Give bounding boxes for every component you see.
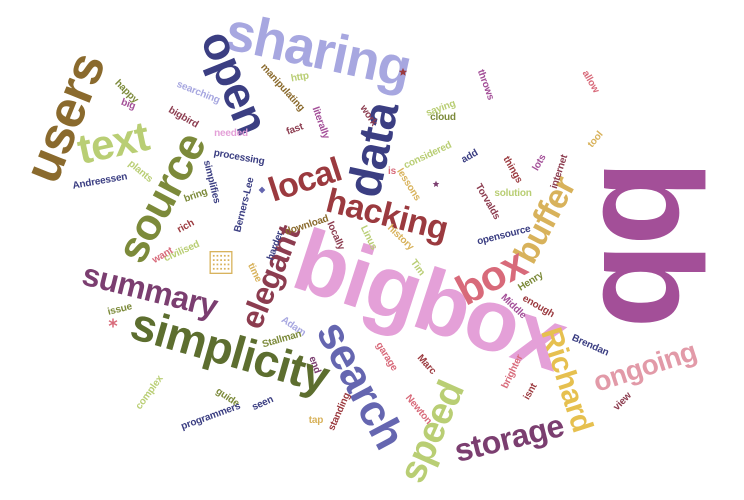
- word-processing: processing: [212, 147, 266, 168]
- word-berners-lee: Berners-Lee: [232, 176, 257, 234]
- word-tap: tap: [308, 415, 324, 426]
- word-fast: fast: [284, 121, 305, 138]
- word-andreessen: Andreessen: [71, 171, 129, 192]
- word-is: is: [388, 166, 396, 177]
- word-cloud: cloud: [430, 112, 456, 123]
- small-star-icon: [432, 175, 440, 193]
- word-things: things: [500, 154, 525, 185]
- word-http: http: [290, 70, 310, 85]
- word-lots: lots: [530, 152, 549, 173]
- diamond-icon: [258, 181, 266, 199]
- asterisk-icon: [107, 316, 119, 334]
- word-view: view: [611, 390, 634, 413]
- word-big: big: [119, 96, 137, 113]
- word-marc: Marc: [414, 352, 439, 377]
- word-bb: bb: [574, 160, 731, 326]
- word-brendan: Brendan: [570, 332, 611, 359]
- word-storage: storage: [450, 407, 568, 469]
- word-considered: considered: [402, 139, 454, 172]
- word-text: text: [73, 112, 153, 173]
- word-tool: tool: [585, 129, 606, 150]
- word-rich: rich: [175, 217, 197, 236]
- word-seen: seen: [250, 394, 276, 414]
- word-programmers: programmers: [179, 400, 242, 433]
- word-throws: throws: [474, 68, 497, 102]
- word-add: add: [459, 147, 480, 166]
- word-literally: literally: [309, 105, 332, 141]
- word-complex: complex: [133, 373, 166, 412]
- word-solution: solution: [494, 188, 532, 199]
- word-plants: plants: [125, 158, 155, 185]
- calculator-icon: [208, 250, 234, 281]
- word-isnt: isnt: [521, 381, 540, 402]
- word-needed: needed: [214, 128, 248, 139]
- word-allow: allow: [579, 68, 602, 95]
- star-icon: [398, 64, 408, 82]
